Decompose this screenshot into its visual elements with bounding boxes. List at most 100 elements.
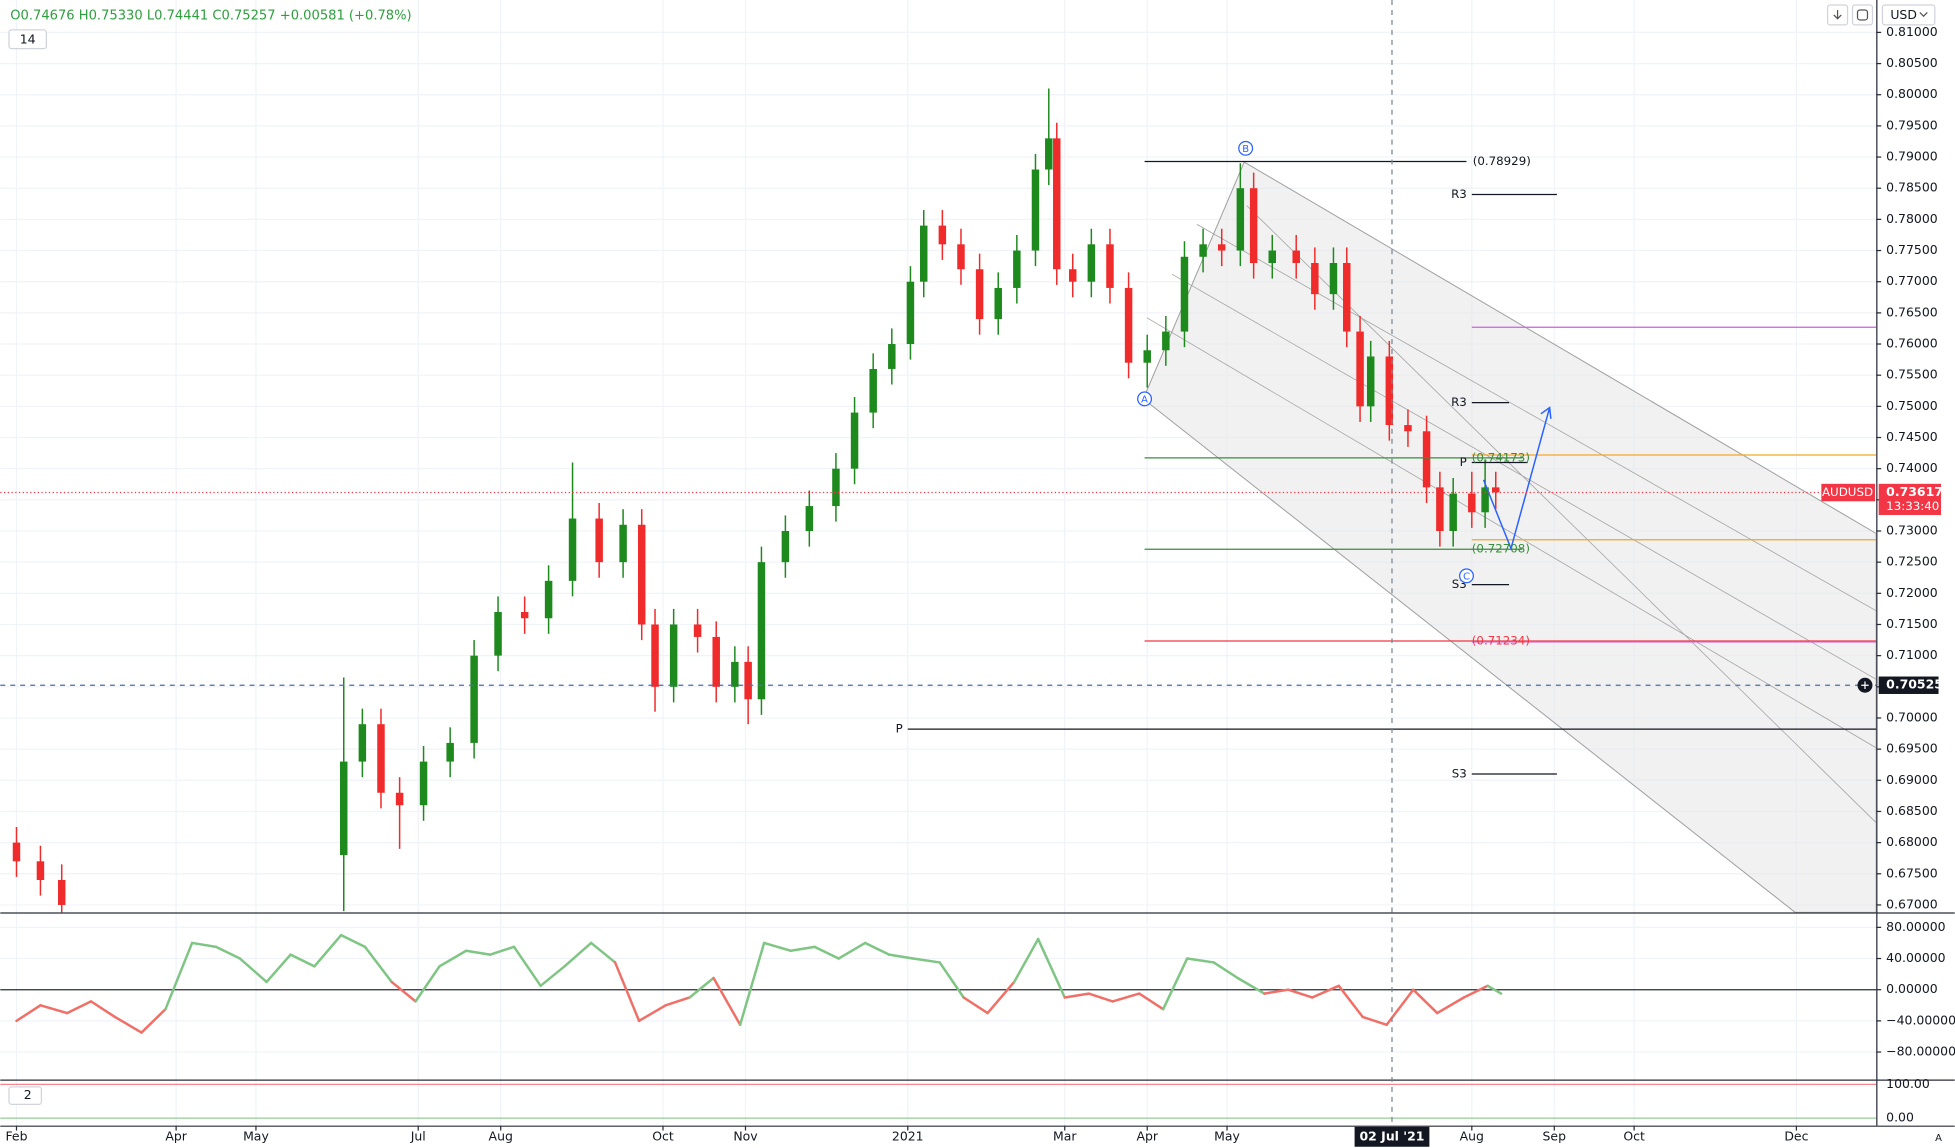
oscillator-segment bbox=[1185, 957, 1215, 964]
candle-body bbox=[1045, 138, 1053, 170]
candle-body bbox=[1492, 487, 1500, 493]
oscillator-segment bbox=[1412, 988, 1439, 1015]
candle-body bbox=[757, 562, 766, 700]
oscillator-segment bbox=[962, 996, 989, 1015]
crosshair-price-label: 0.70525 bbox=[1886, 677, 1943, 692]
indicator-badge[interactable] bbox=[8, 29, 48, 50]
fullscreen-icon bbox=[1856, 9, 1869, 21]
y-tick-label: 0.78500 bbox=[1886, 180, 1938, 195]
candle-body bbox=[544, 580, 553, 619]
oscillator-segment bbox=[938, 961, 965, 999]
candle-body bbox=[377, 724, 385, 793]
oscillator-segment bbox=[1212, 961, 1239, 980]
indicator-length[interactable]: 14 bbox=[20, 31, 36, 46]
projection-arrow bbox=[1482, 406, 1552, 551]
candle-body bbox=[36, 861, 45, 881]
y-tick-label: 0.79500 bbox=[1886, 117, 1938, 132]
currency-label[interactable]: USD bbox=[1890, 7, 1917, 22]
oscillator-segment bbox=[613, 961, 641, 1023]
wave-label: C bbox=[1463, 571, 1470, 582]
oscillator-segment bbox=[738, 941, 766, 1027]
candle-body bbox=[869, 368, 877, 413]
y-tick-label: 40.00000 bbox=[1886, 950, 1945, 965]
candle-body bbox=[1217, 244, 1226, 251]
fib-label: (0.78929) bbox=[1473, 154, 1531, 168]
x-tick-label: Oct bbox=[1623, 1128, 1645, 1143]
x-tick-label: Apr bbox=[165, 1128, 187, 1143]
oscillator-segment bbox=[65, 1000, 93, 1015]
candle-body bbox=[1449, 493, 1457, 531]
candle-body bbox=[888, 344, 896, 369]
oscillator-segment bbox=[39, 1004, 69, 1015]
candle-body bbox=[568, 518, 577, 581]
candle-body bbox=[1249, 188, 1258, 264]
fib-label: (0.72708) bbox=[1472, 542, 1530, 556]
oscillator-segment bbox=[1361, 1015, 1388, 1027]
auto-scale-button[interactable]: A bbox=[1935, 1133, 1942, 1144]
last-price-label: 0.73617 bbox=[1886, 484, 1943, 499]
oscillator-segment bbox=[89, 1000, 117, 1019]
oscillator-segment bbox=[1435, 996, 1466, 1015]
crosshair-price-box bbox=[1878, 676, 1939, 694]
wave-marker bbox=[1238, 140, 1254, 156]
y-tick-label: 0.72000 bbox=[1886, 585, 1938, 600]
candle-body bbox=[358, 724, 367, 762]
fib-label: (0.71234) bbox=[1472, 634, 1530, 648]
candle-body bbox=[693, 624, 702, 637]
indicator-badge[interactable] bbox=[8, 1086, 43, 1105]
indicator-length[interactable]: 2 bbox=[24, 1087, 32, 1102]
candle-body bbox=[470, 655, 478, 743]
pivot-label: P bbox=[896, 722, 903, 736]
x-tick-label: Mar bbox=[1053, 1128, 1077, 1143]
y-tick-label: 0.70000 bbox=[1886, 709, 1938, 724]
oscillator-segment bbox=[512, 945, 542, 988]
candle-body bbox=[1268, 250, 1277, 264]
oscillator-segment bbox=[1063, 992, 1090, 999]
oscillator-segment bbox=[1236, 976, 1266, 995]
oscillator-segment bbox=[313, 933, 343, 968]
candle-body bbox=[938, 225, 947, 245]
oscillator-segment bbox=[911, 957, 941, 964]
y-tick-label: 0.76000 bbox=[1886, 336, 1938, 351]
candle-body bbox=[1068, 269, 1077, 282]
x-tick-label: Aug bbox=[489, 1128, 513, 1143]
candle-body bbox=[419, 761, 428, 806]
y-tick-label: 0.74500 bbox=[1886, 429, 1938, 444]
x-tick-label: Oct bbox=[652, 1128, 674, 1143]
countdown-label: 13:33:40 bbox=[1886, 499, 1939, 513]
currency-dropdown[interactable] bbox=[1881, 4, 1936, 26]
fib-label: (0.74173) bbox=[1472, 450, 1530, 464]
oscillator-segment bbox=[488, 945, 516, 956]
oscillator-segment bbox=[214, 945, 242, 960]
candle-body bbox=[520, 612, 529, 619]
candle-body bbox=[446, 742, 454, 762]
candle-body bbox=[906, 281, 915, 345]
y-tick-label: 0.69500 bbox=[1886, 741, 1938, 756]
candle-body bbox=[395, 792, 404, 806]
candle-body bbox=[1199, 244, 1207, 257]
fullscreen-button[interactable] bbox=[1851, 4, 1874, 26]
oscillator-segment bbox=[265, 953, 292, 984]
candle-body bbox=[1436, 487, 1444, 531]
y-tick-label: 80.00000 bbox=[1886, 919, 1945, 934]
y-tick-label: 0.77500 bbox=[1886, 242, 1938, 257]
pitchfork-channel bbox=[1142, 161, 1877, 913]
oscillator-segment bbox=[887, 953, 915, 960]
last-price-box bbox=[1878, 483, 1942, 515]
candle-body bbox=[340, 761, 348, 856]
candle-body bbox=[1031, 169, 1040, 251]
y-tick-label: 0.80500 bbox=[1886, 55, 1938, 70]
y-tick-label: 0.75500 bbox=[1886, 367, 1938, 382]
oscillator-segment bbox=[637, 1004, 667, 1023]
ohlc-legend: O0.74676 H0.75330 L0.74441 C0.75257 +0.0… bbox=[10, 9, 411, 24]
candle-body bbox=[957, 244, 965, 270]
oscillator-segment bbox=[339, 933, 367, 949]
candle-body bbox=[494, 612, 502, 656]
candle-body bbox=[919, 225, 928, 282]
crosshair-time-label: 02 Jul '21 bbox=[1360, 1128, 1425, 1143]
oscillator-segment bbox=[986, 980, 1016, 1015]
candle-body bbox=[832, 468, 840, 507]
oscillator-segment bbox=[1263, 988, 1290, 995]
y-tick-label: 0.73000 bbox=[1886, 522, 1938, 537]
